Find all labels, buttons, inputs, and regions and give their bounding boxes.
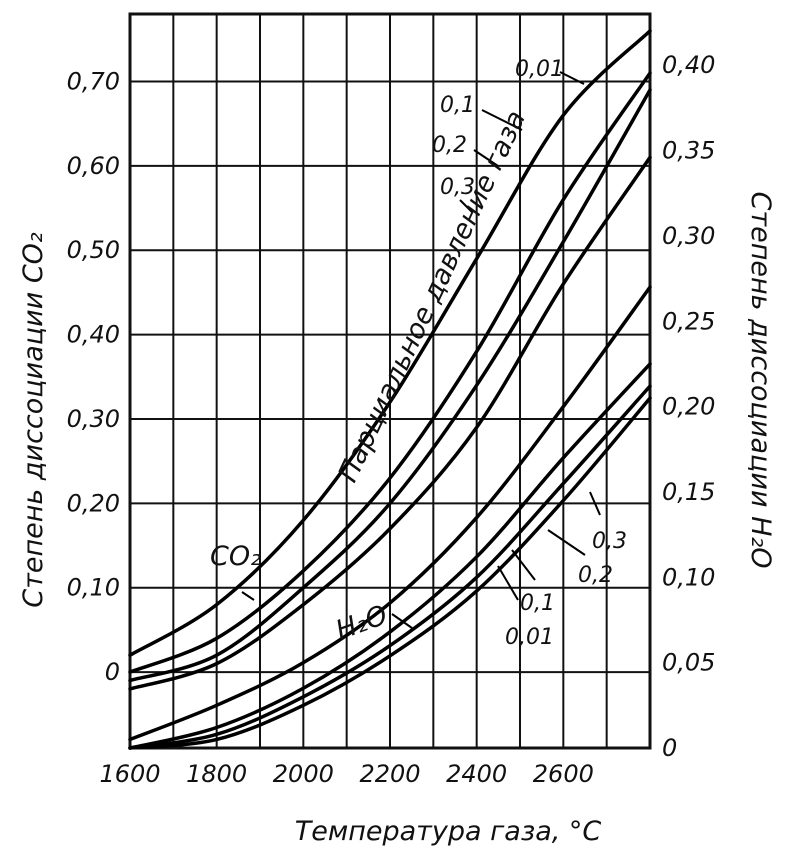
tick-labels: 1600 1800 2000 2200 2400 260000,100,200,300,4… — [67, 51, 716, 788]
curves — [128, 29, 652, 750]
co2-p02-label: 0,2 — [432, 133, 467, 158]
co2-curve-p001 — [128, 29, 652, 657]
y-right-tick-label: 0,30 — [662, 222, 715, 250]
co2-curve-p03 — [128, 155, 652, 691]
y-left-tick-label: 0,70 — [67, 67, 120, 95]
h2o-p02-leader — [547, 529, 586, 556]
h2o-p01-label: 0,1 — [520, 591, 555, 616]
x-tick-label: 1600 — [99, 760, 160, 788]
leaders — [241, 71, 601, 629]
h2o-label-leader — [391, 613, 413, 629]
x-axis-title: Температура газа, °С — [295, 816, 602, 847]
y-left-tick-label: 0,30 — [67, 405, 120, 433]
y-left-tick-label: 0,60 — [67, 152, 120, 180]
y-left-tick-label: 0,50 — [67, 236, 120, 264]
y-right-tick-label: 0,20 — [662, 393, 715, 421]
y-left-axis-title: Степень диссоциации CO₂ — [18, 232, 49, 608]
h2o-p01-leader — [511, 549, 536, 581]
y-right-tick-label: 0,40 — [662, 51, 715, 79]
co2-p01-leader — [481, 109, 523, 131]
x-tick-label: 1800 — [186, 760, 247, 788]
y-left-tick-label: 0,10 — [67, 574, 120, 602]
co2-curve-p01 — [128, 71, 652, 674]
co2-label-leader — [241, 591, 255, 601]
y-right-tick-label: 0,15 — [662, 478, 715, 506]
y-right-tick-label: 0,35 — [662, 137, 715, 165]
x-tick-label: 2600 — [533, 760, 594, 788]
h2o-curve-p02 — [128, 384, 652, 750]
co2-p03-label: 0,3 — [440, 175, 475, 200]
y-right-tick-label: 0,05 — [662, 649, 715, 677]
x-tick-label: 2000 — [273, 760, 334, 788]
h2o-p03-label: 0,3 — [592, 529, 627, 554]
h2o-curve-p03 — [128, 396, 652, 750]
co2-p03-leader — [459, 199, 473, 213]
x-tick-label: 2400 — [446, 760, 507, 788]
co2-p02-leader — [473, 149, 499, 167]
h2o-curve-p01 — [128, 362, 652, 750]
grid — [128, 12, 652, 750]
h2o-p001-label: 0,01 — [505, 625, 554, 650]
co2-p001-label: 0,01 — [515, 57, 564, 82]
y-right-tick-label: 0,25 — [662, 307, 715, 335]
h2o-p03-leader — [589, 491, 601, 516]
co2-p01-label: 0,1 — [440, 93, 475, 118]
y-right-axis-title: Степень диссоциации H₂O — [745, 192, 776, 569]
h2o-curve-p001 — [128, 285, 652, 742]
h2o-p02-label: 0,2 — [578, 563, 613, 588]
co2-curve-p02 — [128, 88, 652, 683]
x-tick-label: 2200 — [359, 760, 420, 788]
y-right-tick-label: 0,10 — [662, 563, 715, 591]
y-left-tick-label: 0,20 — [67, 489, 120, 517]
y-right-tick-label: 0 — [662, 734, 677, 762]
y-left-tick-label: 0,40 — [67, 321, 120, 349]
pressure-annotation: Парциальное давление газа — [332, 106, 532, 487]
h2o-p001-leader — [497, 565, 519, 601]
y-left-tick-label: 0 — [105, 658, 120, 686]
co2-label: CO₂ — [210, 541, 261, 572]
co2-p001-leader — [559, 71, 585, 85]
